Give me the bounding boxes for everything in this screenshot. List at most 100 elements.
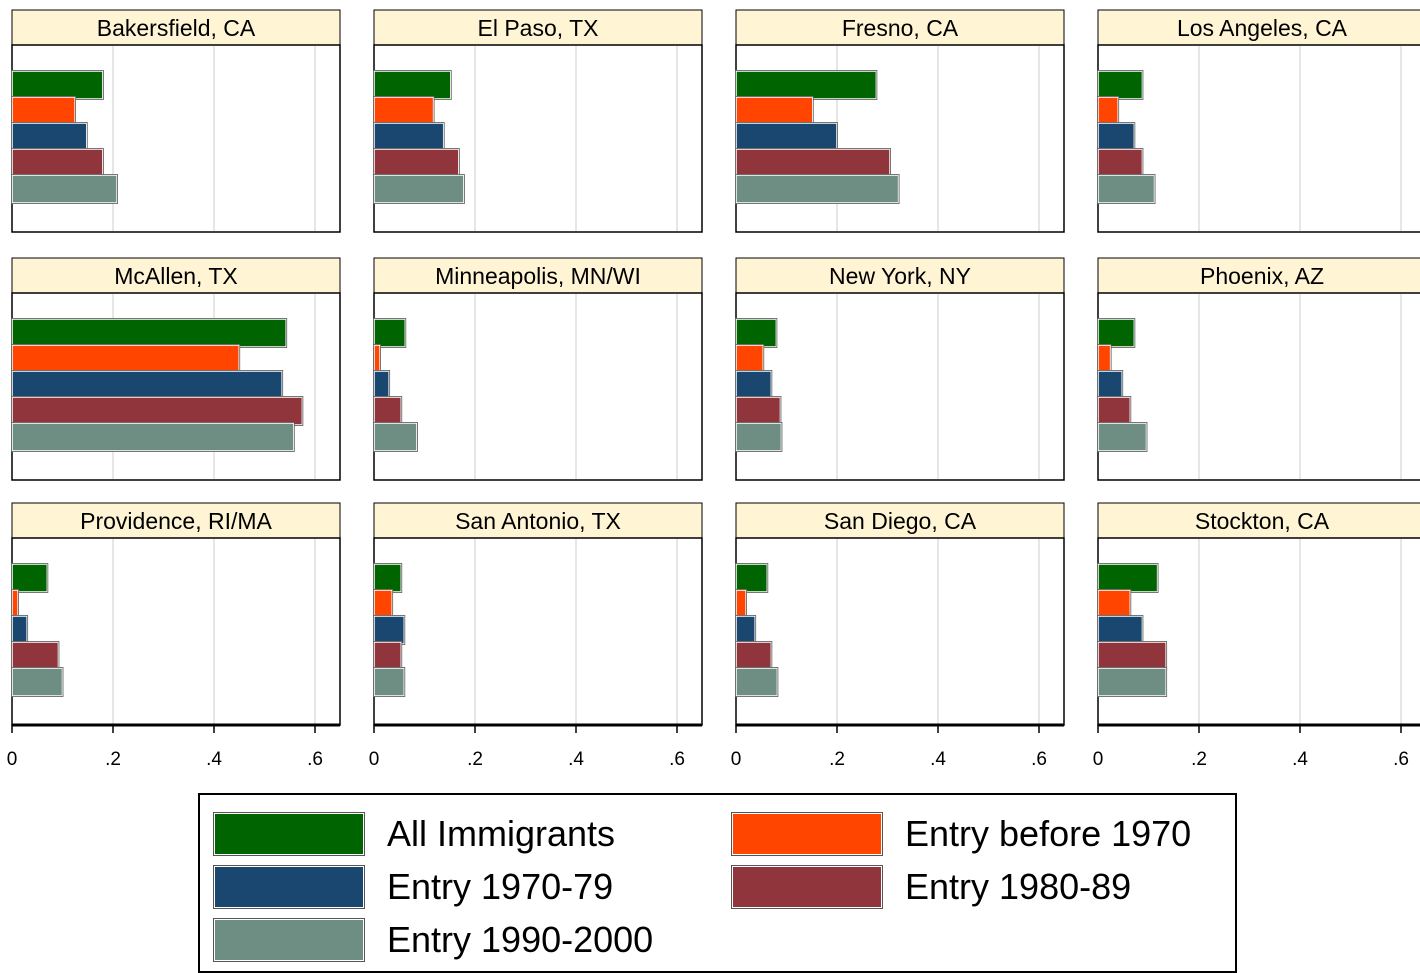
panel: Fresno, CA [735,9,1065,233]
bar-entry-1970-79 [373,615,406,645]
panel-plot-area [735,537,1065,726]
bar-outline [11,563,49,593]
bar-entry-1970-79 [1097,122,1136,152]
panel: Phoenix, AZ [1097,257,1420,481]
bar-all-immigrants [11,318,287,348]
bar-entry-before-1970 [11,589,19,619]
panel: McAllen, TX [11,257,341,481]
panel-title: Bakersfield, CA [97,15,256,41]
bar-entry-1980-89 [735,641,773,671]
panel: Minneapolis, MN/WI [373,257,703,481]
bar-entry-1990-2000 [1097,422,1148,452]
bar-entry-before-1970 [373,96,435,126]
bar-entry-before-1970 [735,589,747,619]
panel-title: El Paso, TX [477,15,598,41]
bar-outline [1097,70,1144,100]
panel: Bakersfield, CA [11,9,341,233]
panel-title: Minneapolis, MN/WI [435,263,641,289]
panel-title: Stockton, CA [1195,508,1330,534]
panel-plot-area [1097,292,1420,481]
panel-plot-area [735,292,1065,481]
bar-outline [735,667,779,697]
bar-outline [1097,318,1136,348]
panel-header [11,502,341,539]
panel-header [1097,257,1420,294]
bar-entry-before-1970 [373,589,393,619]
x-tick-label: .4 [206,749,222,770]
panel-header [11,9,341,46]
panel-header [1097,502,1420,539]
chart-legend: All Immigrants Entry before 1970 Entry 1… [198,793,1237,973]
legend-swatch [214,919,364,961]
bar-entry-1980-89 [735,396,782,426]
bar-entry-1980-89 [1097,148,1144,178]
panel-plot-area [1097,44,1420,233]
x-tick-label: .6 [1393,749,1409,770]
bar-entry-1970-79 [735,122,838,152]
panel-title: Los Angeles, CA [1177,15,1348,41]
bar-outline [373,174,465,204]
bar-entry-1980-89 [373,396,403,426]
bar-entry-1990-2000 [735,174,900,204]
panel-title: McAllen, TX [114,263,238,289]
panel: Los Angeles, CA [1097,9,1420,233]
x-tick-label: 0 [7,749,18,770]
bar-entry-1980-89 [373,641,403,671]
panel-title: New York, NY [829,263,971,289]
bar-all-immigrants [735,563,769,593]
bar-entry-1990-2000 [11,422,295,452]
bar-entry-before-1970 [11,96,76,126]
bar-all-immigrants [373,563,403,593]
bar-entry-1990-2000 [373,667,406,697]
x-tick-label: 0 [1093,749,1104,770]
panel-header [735,502,1065,539]
bar-entry-1980-89 [11,641,60,671]
bar-entry-1970-79 [11,370,283,400]
bar-all-immigrants [11,563,49,593]
panel: El Paso, TX [373,9,703,233]
panel-header [1097,9,1420,46]
bar-entry-1970-79 [735,615,756,645]
panel-header [735,9,1065,46]
bar-outline [11,174,118,204]
bar-outline [1097,667,1168,697]
legend-swatch [214,866,364,908]
bar-outline [1097,174,1156,204]
bar-entry-before-1970 [1097,344,1112,374]
bar-all-immigrants [1097,318,1136,348]
bar-entry-1980-89 [1097,641,1167,671]
legend-swatch [732,866,882,908]
bar-outline [11,422,295,452]
bar-outline [11,667,64,697]
bar-all-immigrants [11,70,104,100]
x-tick-label: .2 [829,749,845,770]
bar-outline [735,563,769,593]
panel-title: San Diego, CA [824,508,977,534]
bar-entry-1990-2000 [11,174,118,204]
x-tick-label: .4 [930,749,946,770]
panel-header [373,257,703,294]
bar-entry-1990-2000 [1097,667,1167,697]
bar-all-immigrants [735,70,878,100]
bar-entry-1990-2000 [1097,174,1156,204]
panel: San Diego, CA 0 .2 .4 .6 [731,502,1065,770]
bar-entry-before-1970 [735,344,765,374]
bar-outline [373,422,418,452]
panel: Stockton, CA 0 .2 .4 .6 [1093,502,1420,770]
legend-label: Entry before 1970 [905,813,1192,854]
bar-entry-1970-79 [11,615,28,645]
bar-entry-1980-89 [373,148,460,178]
bar-outline [1097,422,1148,452]
legend-label: All Immigrants [387,813,616,854]
bar-entry-1990-2000 [11,667,64,697]
bar-all-immigrants [735,318,778,348]
bar-entry-1990-2000 [735,667,779,697]
panel-header [373,502,703,539]
bar-entry-1970-79 [1097,615,1144,645]
bar-entry-1990-2000 [735,422,783,452]
bar-entry-1970-79 [1097,370,1123,400]
bar-entry-before-1970 [373,344,381,374]
bar-entry-1970-79 [373,122,445,152]
bar-all-immigrants [1097,563,1159,593]
